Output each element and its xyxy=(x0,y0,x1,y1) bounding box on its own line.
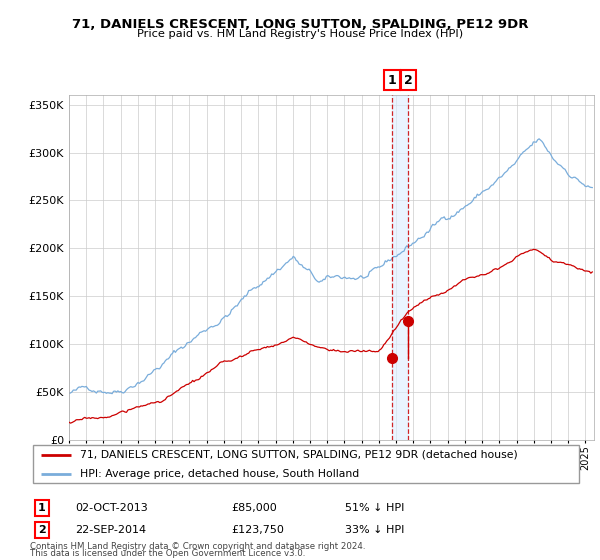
Text: This data is licensed under the Open Government Licence v3.0.: This data is licensed under the Open Gov… xyxy=(30,549,305,558)
Text: 1: 1 xyxy=(388,73,396,87)
Text: 71, DANIELS CRESCENT, LONG SUTTON, SPALDING, PE12 9DR: 71, DANIELS CRESCENT, LONG SUTTON, SPALD… xyxy=(72,18,528,31)
Text: £85,000: £85,000 xyxy=(231,503,277,513)
Text: HPI: Average price, detached house, South Holland: HPI: Average price, detached house, Sout… xyxy=(80,469,359,478)
Text: 2: 2 xyxy=(38,525,46,535)
Text: 22-SEP-2014: 22-SEP-2014 xyxy=(75,525,146,535)
Text: 2: 2 xyxy=(404,73,413,87)
Text: 33% ↓ HPI: 33% ↓ HPI xyxy=(345,525,404,535)
Text: 51% ↓ HPI: 51% ↓ HPI xyxy=(345,503,404,513)
Text: Price paid vs. HM Land Registry's House Price Index (HPI): Price paid vs. HM Land Registry's House … xyxy=(137,29,463,39)
Bar xyxy=(392,95,409,440)
Text: £123,750: £123,750 xyxy=(231,525,284,535)
Text: Contains HM Land Registry data © Crown copyright and database right 2024.: Contains HM Land Registry data © Crown c… xyxy=(30,542,365,551)
Text: 1: 1 xyxy=(38,503,46,513)
Text: 71, DANIELS CRESCENT, LONG SUTTON, SPALDING, PE12 9DR (detached house): 71, DANIELS CRESCENT, LONG SUTTON, SPALD… xyxy=(80,450,517,460)
Text: 02-OCT-2013: 02-OCT-2013 xyxy=(75,503,148,513)
FancyBboxPatch shape xyxy=(33,445,579,483)
